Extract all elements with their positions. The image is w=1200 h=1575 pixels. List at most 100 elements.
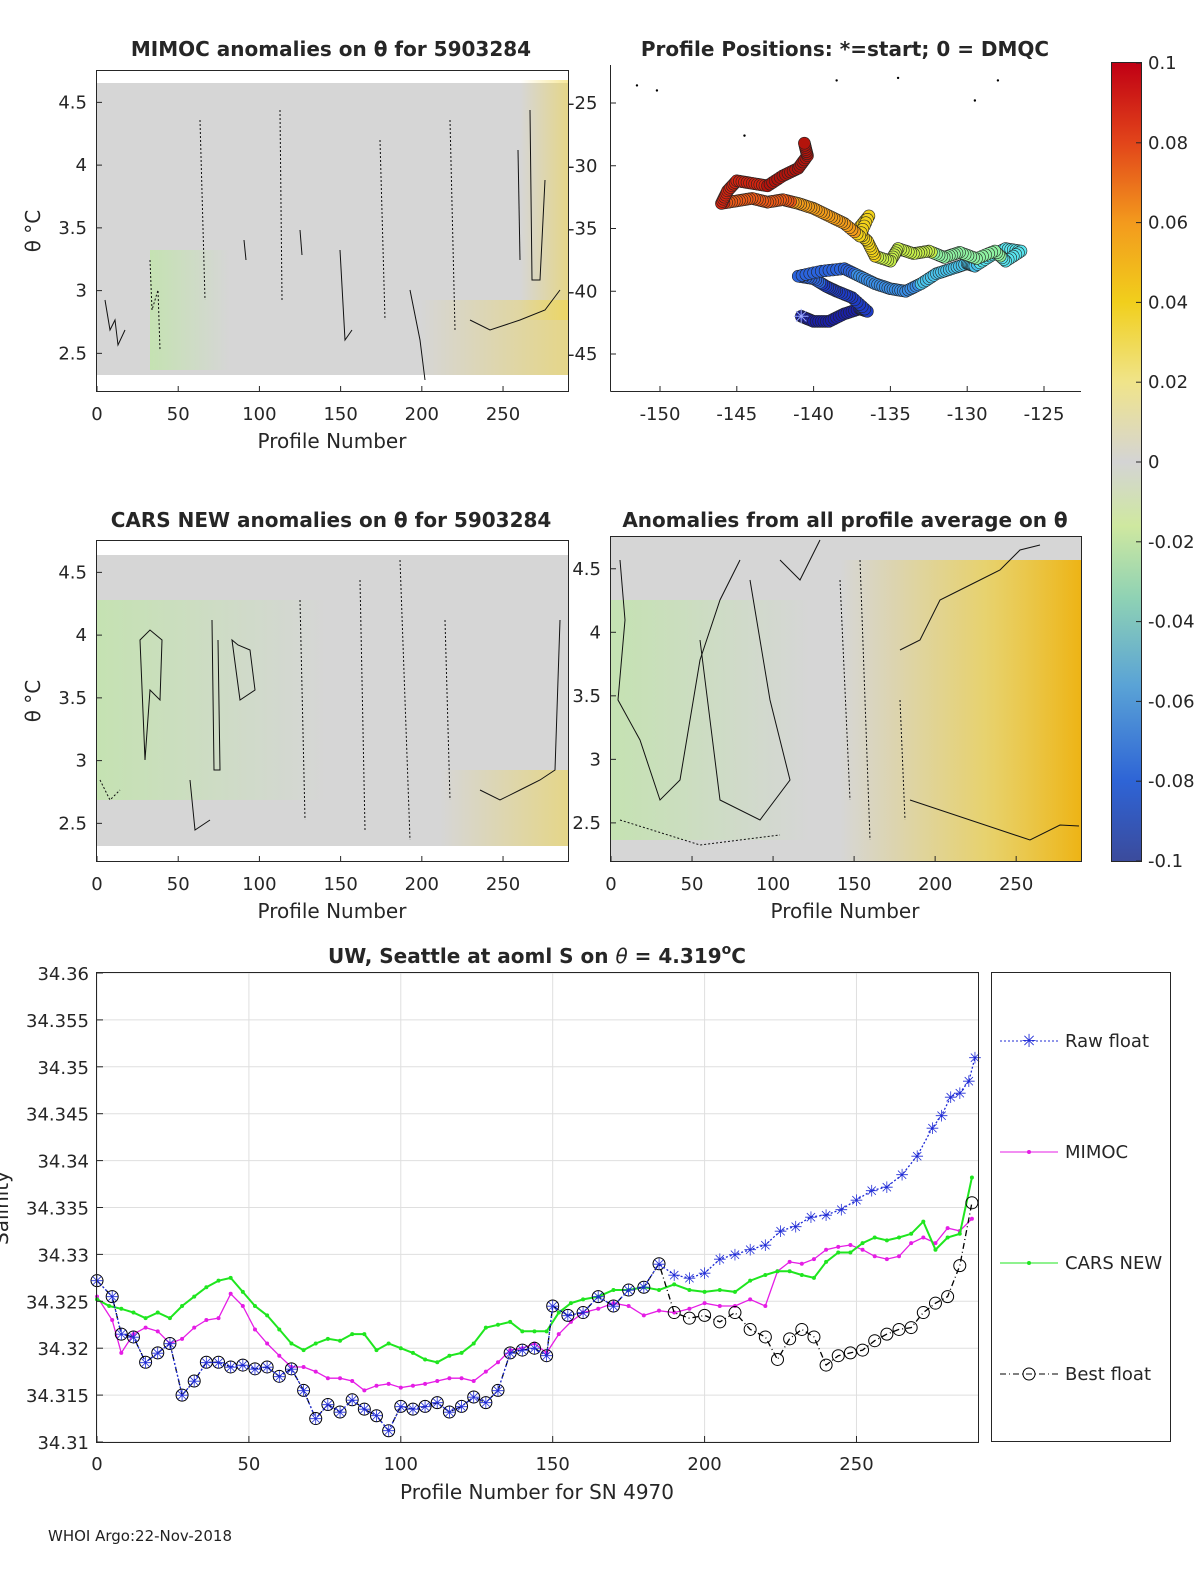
cars-xtick-label: 100 — [242, 874, 276, 895]
series-best-float-point — [698, 1308, 712, 1322]
series-cars-new-point — [119, 1306, 124, 1311]
allprof-ticks: 0 50 100 150 200 250 2.5 3 3.5 4 4.5 — [572, 559, 1033, 895]
allprof-cool-anomaly — [611, 600, 811, 840]
salinity-xtick-label: 100 — [384, 1454, 418, 1475]
series-cars-new-point — [338, 1338, 343, 1343]
series-best-float-point — [928, 1296, 942, 1310]
salinity-ytick-label: 34.355 — [26, 1011, 89, 1032]
cars-xtick-label: 200 — [405, 874, 439, 895]
positions-dot — [996, 79, 1000, 82]
series-cars-new-point — [717, 1288, 722, 1293]
series-best-float-point — [637, 1280, 651, 1294]
series-raw-float-point: ✳ — [370, 1407, 383, 1426]
series-raw-float-point: ✳ — [127, 1328, 140, 1347]
series-mimoc-point — [386, 1381, 391, 1386]
series-cars-new-point — [732, 1289, 737, 1294]
series-cars-new-point — [350, 1332, 355, 1337]
cars-axes-box — [96, 540, 569, 862]
series-mimoc-point — [289, 1364, 294, 1369]
series-best-float-point — [819, 1358, 833, 1372]
series-cars-new-point — [933, 1247, 938, 1252]
series-cars-new-point — [860, 1241, 865, 1246]
series-cars-new-point — [702, 1289, 707, 1294]
series-raw-float-point: ✳ — [637, 1278, 650, 1297]
allprof-axes-box — [610, 536, 1082, 862]
series-cars-new-point — [824, 1259, 829, 1264]
series-raw-float-point: ✳ — [345, 1391, 358, 1410]
series-best-float-point — [309, 1412, 323, 1426]
legend-raw-float-marker: ✳ — [1021, 1031, 1036, 1052]
series-best-float-point — [916, 1306, 930, 1320]
series-best-float-point — [114, 1327, 128, 1341]
series-cars-new-point — [180, 1303, 185, 1308]
series-cars-new-point — [884, 1238, 889, 1243]
colorbar: 0.1 0.08 0.06 0.04 0.02 0 -0.02 -0.04 -0.06 -0.08… — [1111, 53, 1195, 872]
salinity-ytick-label: 34.315 — [26, 1386, 89, 1407]
series-raw-float-point: ✳ — [713, 1250, 726, 1269]
series-cars-new-point — [398, 1346, 403, 1351]
series-best-float-point — [941, 1290, 955, 1304]
series-raw-float-point: ✳ — [163, 1335, 176, 1354]
series-raw-float-point: ✳ — [297, 1381, 310, 1400]
series-best-float-point — [333, 1405, 347, 1419]
series-mimoc-point — [763, 1303, 768, 1308]
series-raw-float-point: ✳ — [260, 1358, 273, 1377]
series-best-float-point — [880, 1327, 894, 1341]
series-cars-new-point — [787, 1269, 792, 1274]
salinity-ytick-label: 34.32 — [37, 1339, 89, 1360]
series-raw-float-point: ✳ — [443, 1403, 456, 1422]
series-mimoc-point — [657, 1308, 662, 1313]
series-best-float-point — [394, 1399, 408, 1413]
series-cars-new-point — [374, 1348, 379, 1353]
series-mimoc-point — [265, 1341, 270, 1346]
series-mimoc-point — [313, 1369, 318, 1374]
series-raw-float-point: ✳ — [759, 1236, 772, 1255]
series-cars-new-point — [265, 1313, 270, 1318]
series-cars-new-point — [520, 1329, 525, 1334]
series-raw-float-point: ✳ — [503, 1344, 516, 1363]
legend-raw-float-label: Raw float — [1065, 1031, 1149, 1052]
colorbar-tick-label: -0.1 — [1148, 851, 1183, 872]
series-mimoc-point — [119, 1350, 124, 1355]
positions-track: ✳ — [715, 136, 1028, 328]
series-best-float-point — [187, 1374, 201, 1388]
series-raw-float-point: ✳ — [789, 1217, 802, 1236]
series-best-float-point — [357, 1402, 371, 1416]
series-mimoc-point — [374, 1383, 379, 1388]
cars-ytick-label: 3.5 — [58, 688, 87, 709]
series-mimoc-point — [240, 1303, 245, 1308]
positions-dot — [635, 84, 639, 87]
series-raw-float-point: ✳ — [528, 1339, 541, 1358]
series-mimoc-point — [143, 1325, 148, 1330]
series-cars-new-point — [957, 1231, 962, 1236]
salinity-xtick-label: 200 — [687, 1454, 721, 1475]
allprof-xtick-label: 150 — [837, 874, 871, 895]
series-mimoc-point — [748, 1297, 753, 1302]
legend-mimoc-label: MIMOC — [1065, 1142, 1128, 1163]
positions-title: Profile Positions: *=start; 0 = DMQC — [641, 37, 1049, 61]
mimoc-bottom-gap — [97, 375, 568, 391]
series-raw-float-point: ✳ — [212, 1353, 225, 1372]
legend-entry-raw-float: ✳ Raw float — [1000, 1031, 1149, 1052]
series-cars-new-point — [799, 1273, 804, 1278]
legend-cars-label: CARS NEW — [1065, 1253, 1162, 1274]
mimoc-ytick-label: 4 — [76, 155, 87, 176]
legend-best-float-label: Best float — [1065, 1364, 1151, 1385]
series-best-float-point — [527, 1341, 541, 1355]
salinity-ticks: 0 50 100 150 200 250 34.31 34.315 34.32 34.325 34.… — [26, 964, 874, 1475]
series-mimoc-point — [228, 1291, 233, 1296]
series-best-float-point — [260, 1360, 274, 1374]
allprof-ytick-label: 2.5 — [572, 813, 601, 834]
series-raw-float-point: ✳ — [698, 1264, 711, 1283]
series-cars-new-point — [204, 1285, 209, 1290]
series-raw-float-point: ✳ — [248, 1360, 261, 1379]
positions-ytick-label: -45 — [568, 344, 597, 365]
series-cars-new-point — [532, 1329, 537, 1334]
series-raw-float-point: ✳ — [540, 1347, 553, 1366]
cars-warm-anomaly — [440, 770, 568, 846]
series-best-float-point — [284, 1362, 298, 1376]
series-raw-float-point: ✳ — [683, 1269, 696, 1288]
series-mimoc-point — [471, 1379, 476, 1384]
salinity-xtick-label: 250 — [839, 1454, 873, 1475]
footer-stamp: WHOI Argo:22-Nov-2018 — [48, 1527, 232, 1545]
